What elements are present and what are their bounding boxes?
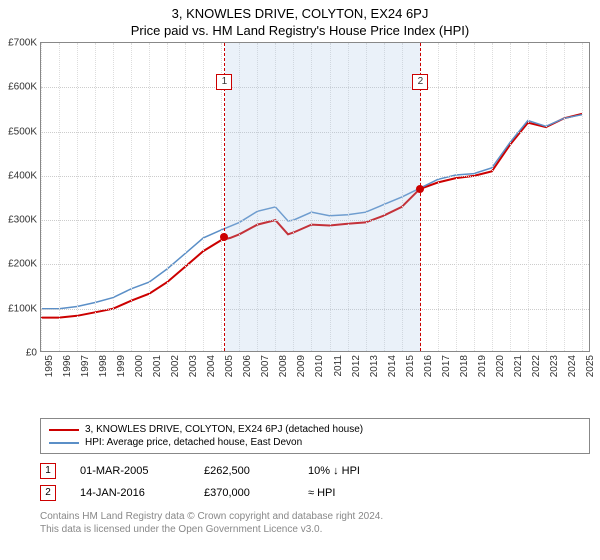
event-row-pct: ≈ HPI	[308, 487, 408, 499]
event-row-price: £262,500	[204, 465, 284, 477]
y-axis-label: £500K	[8, 126, 37, 137]
gridline-v	[582, 43, 583, 351]
gridline-v	[131, 43, 132, 351]
gridline-v	[41, 43, 42, 351]
x-axis-label: 2024	[567, 355, 578, 377]
gridline-v	[510, 43, 511, 351]
x-axis-label: 2001	[152, 355, 163, 377]
x-axis-label: 2005	[224, 355, 235, 377]
legend-swatch	[49, 429, 79, 431]
x-axis-label: 2003	[188, 355, 199, 377]
x-axis-label: 2004	[206, 355, 217, 377]
x-axis-label: 2025	[585, 355, 596, 377]
x-axis-label: 2015	[405, 355, 416, 377]
event-number-box: 1	[216, 74, 232, 90]
legend-label: 3, KNOWLES DRIVE, COLYTON, EX24 6PJ (det…	[85, 424, 363, 435]
x-axis-label: 2023	[549, 355, 560, 377]
event-row-date: 01-MAR-2005	[80, 465, 180, 477]
gridline-v	[59, 43, 60, 351]
event-row-date: 14-JAN-2016	[80, 487, 180, 499]
footer-line2: This data is licensed under the Open Gov…	[40, 523, 590, 536]
x-axis-label: 2009	[296, 355, 307, 377]
x-axis-label: 2006	[242, 355, 253, 377]
x-axis-label: 2018	[459, 355, 470, 377]
x-axis-label: 2000	[134, 355, 145, 377]
legend-swatch	[49, 442, 79, 444]
x-axis-label: 2013	[369, 355, 380, 377]
ownership-period-shade	[225, 43, 420, 351]
event-row: 2 14-JAN-2016 £370,000 ≈ HPI	[40, 482, 590, 504]
event-row: 1 01-MAR-2005 £262,500 10% ↓ HPI	[40, 460, 590, 482]
y-axis-label: £600K	[8, 82, 37, 93]
x-axis-label: 2008	[278, 355, 289, 377]
events-table: 1 01-MAR-2005 £262,500 10% ↓ HPI 2 14-JAN-201…	[40, 460, 590, 504]
x-axis-label: 2022	[531, 355, 542, 377]
y-axis-label: £400K	[8, 170, 37, 181]
x-axis-label: 1998	[98, 355, 109, 377]
legend-item: 3, KNOWLES DRIVE, COLYTON, EX24 6PJ (det…	[49, 423, 581, 436]
gridline-v	[167, 43, 168, 351]
y-axis-label: £200K	[8, 259, 37, 270]
footer-attribution: Contains HM Land Registry data © Crown c…	[40, 510, 590, 536]
event-marker	[220, 233, 228, 241]
x-axis-label: 1996	[62, 355, 73, 377]
legend-label: HPI: Average price, detached house, East…	[85, 437, 302, 448]
y-axis-label: £100K	[8, 303, 37, 314]
event-row-number: 1	[40, 463, 56, 479]
gridline-v	[456, 43, 457, 351]
event-row-number: 2	[40, 485, 56, 501]
gridline-v	[113, 43, 114, 351]
event-row-price: £370,000	[204, 487, 284, 499]
event-number-box: 2	[412, 74, 428, 90]
y-axis-label: £300K	[8, 215, 37, 226]
x-axis-label: 1995	[44, 355, 55, 377]
plot-region: £0£100K£200K£300K£400K£500K£600K£700K199…	[40, 42, 590, 352]
x-axis-label: 2017	[441, 355, 452, 377]
x-axis-label: 2012	[351, 355, 362, 377]
chart-area: £0£100K£200K£300K£400K£500K£600K£700K199…	[40, 42, 590, 382]
y-axis-label: £0	[26, 348, 37, 359]
chart-title-line2: Price paid vs. HM Land Registry's House …	[0, 21, 600, 42]
gridline-v	[492, 43, 493, 351]
gridline-v	[546, 43, 547, 351]
event-row-pct: 10% ↓ HPI	[308, 465, 408, 477]
x-axis-label: 2014	[387, 355, 398, 377]
x-axis-label: 1999	[116, 355, 127, 377]
legend: 3, KNOWLES DRIVE, COLYTON, EX24 6PJ (det…	[40, 418, 590, 454]
chart-title-line1: 3, KNOWLES DRIVE, COLYTON, EX24 6PJ	[0, 0, 600, 21]
gridline-v	[77, 43, 78, 351]
gridline-v	[149, 43, 150, 351]
gridline-v	[95, 43, 96, 351]
event-marker	[416, 185, 424, 193]
x-axis-label: 2020	[495, 355, 506, 377]
x-axis-label: 2007	[260, 355, 271, 377]
gridline-v	[203, 43, 204, 351]
x-axis-label: 2010	[314, 355, 325, 377]
legend-item: HPI: Average price, detached house, East…	[49, 436, 581, 449]
gridline-v	[438, 43, 439, 351]
gridline-v	[474, 43, 475, 351]
x-axis-label: 2011	[333, 355, 344, 377]
gridline-v	[185, 43, 186, 351]
x-axis-label: 2021	[513, 355, 524, 377]
x-axis-label: 2002	[170, 355, 181, 377]
gridline-v	[528, 43, 529, 351]
footer-line1: Contains HM Land Registry data © Crown c…	[40, 510, 590, 523]
y-axis-label: £700K	[8, 38, 37, 49]
x-axis-label: 2016	[423, 355, 434, 377]
x-axis-label: 2019	[477, 355, 488, 377]
chart-container: 3, KNOWLES DRIVE, COLYTON, EX24 6PJ Pric…	[0, 0, 600, 560]
gridline-v	[564, 43, 565, 351]
x-axis-label: 1997	[80, 355, 91, 377]
